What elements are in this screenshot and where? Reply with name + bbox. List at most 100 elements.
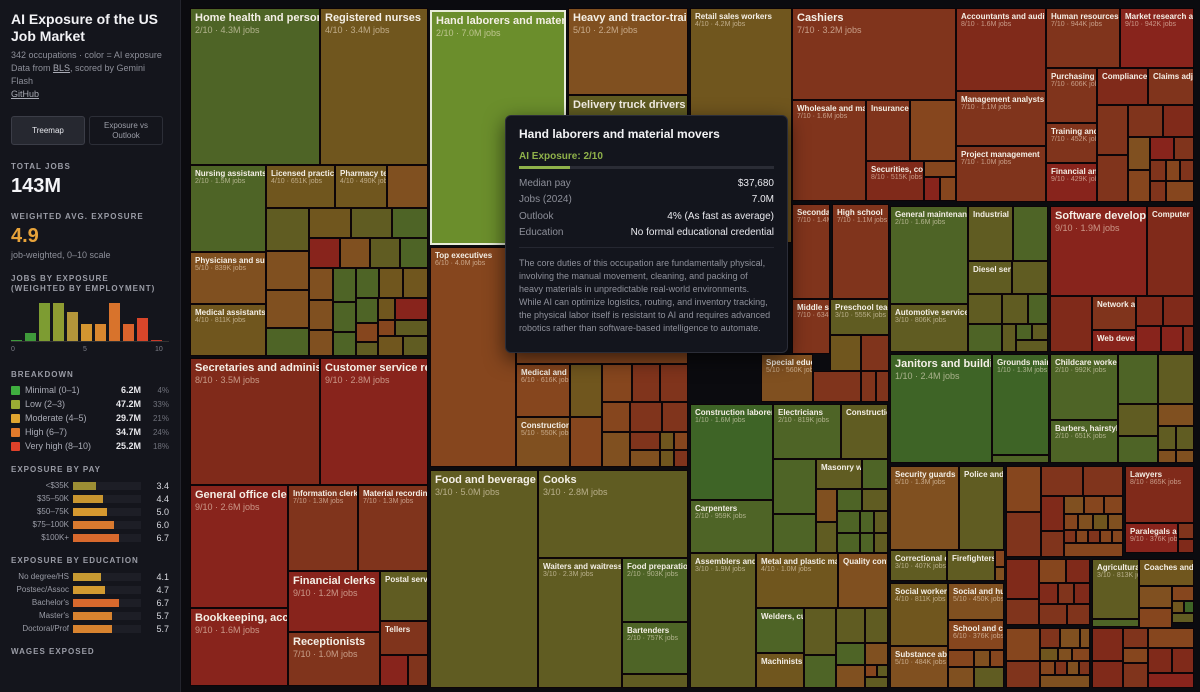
tile-medical-and-health-services-managers[interactable]: Medical and health services managers6/10… (516, 364, 570, 417)
tile[interactable] (660, 432, 674, 450)
tile[interactable] (660, 450, 674, 467)
tile[interactable] (1039, 559, 1066, 583)
tile-registered-nurses[interactable]: Registered nurses 4/10 · 3.4M jobs (320, 8, 428, 165)
tile[interactable] (924, 177, 940, 201)
tile[interactable] (1079, 661, 1090, 675)
tile[interactable] (861, 371, 876, 402)
tile[interactable] (570, 417, 602, 467)
tile-physicians-and-surgeons[interactable]: Physicians and surgeons5/10 · 839K jobs (190, 252, 266, 304)
tile-firefighters[interactable]: Firefighters (947, 550, 995, 581)
tile[interactable] (266, 328, 309, 356)
tile[interactable] (1150, 181, 1166, 202)
tile-cashiers[interactable]: Cashiers 7/10 · 3.2M jobs (792, 8, 956, 100)
tile[interactable] (968, 294, 1002, 324)
tile-claims-adjusters[interactable]: Claims adjusters (1148, 68, 1194, 105)
tile-project-management[interactable]: Project management 7/10 · 1.0M jobs (956, 146, 1046, 202)
tile[interactable] (622, 674, 688, 688)
tile[interactable] (1058, 583, 1074, 604)
tile[interactable] (1064, 514, 1078, 530)
tile[interactable] (1100, 530, 1112, 543)
tile[interactable] (1123, 663, 1148, 688)
tile[interactable] (1083, 466, 1123, 496)
tile[interactable] (1148, 673, 1194, 688)
tile[interactable] (1028, 294, 1048, 324)
tile[interactable] (1150, 160, 1166, 181)
tile-masonry-workers[interactable]: Masonry workers (816, 459, 862, 489)
tile[interactable] (356, 268, 379, 298)
tile[interactable] (804, 655, 836, 688)
tile[interactable] (1016, 324, 1032, 340)
tile-food-preparation[interactable]: Food preparation 2/10 · 903K jobs (622, 558, 688, 622)
tile[interactable] (1013, 206, 1048, 261)
tile[interactable] (662, 402, 688, 432)
tile[interactable] (1040, 661, 1055, 675)
tile[interactable] (1184, 601, 1194, 613)
tile-management-analysts[interactable]: Management analysts 7/10 · 1.1M jobs (956, 91, 1046, 146)
bls-link[interactable]: BLS (53, 63, 71, 73)
tile[interactable] (1039, 583, 1058, 604)
tile-quality-control[interactable]: Quality control (838, 553, 888, 608)
tile[interactable] (1040, 675, 1090, 688)
tile[interactable] (1006, 628, 1040, 661)
tile[interactable] (1097, 105, 1128, 155)
tile[interactable] (1074, 583, 1090, 604)
tile[interactable] (992, 455, 1049, 463)
tile-janitors-and-building-cleaners[interactable]: Janitors and building cleaners1/10 · 2.4… (890, 354, 992, 463)
tile-substance-abuse-counselors[interactable]: Substance abuse counselors5/10 · 484K jo… (890, 646, 948, 688)
tile[interactable] (1006, 599, 1039, 625)
tile[interactable] (1172, 586, 1194, 601)
tile-construction-equipment[interactable]: Construction equipment (841, 404, 888, 459)
tile-construction-laborers[interactable]: Construction laborers 1/10 · 1.6M jobs (690, 404, 773, 500)
tile[interactable] (340, 238, 370, 268)
tile-customer-service-representatives[interactable]: Customer service representatives9/10 · 2… (320, 358, 428, 485)
tile[interactable] (865, 677, 888, 688)
tile[interactable] (1064, 530, 1076, 543)
tile[interactable] (1064, 496, 1084, 514)
tile-grounds-maintenance[interactable]: Grounds maintenance1/10 · 1.3M jobs (992, 354, 1049, 455)
tile[interactable] (1067, 604, 1090, 625)
tile-industrial[interactable]: Industrial (968, 206, 1013, 261)
tile[interactable] (816, 489, 837, 522)
tile-network-administrators[interactable]: Network administrators (1092, 296, 1136, 330)
tile[interactable] (333, 332, 356, 356)
tile[interactable] (1006, 512, 1041, 557)
tile[interactable] (1166, 181, 1194, 202)
tile[interactable] (403, 336, 428, 356)
tile[interactable] (1050, 296, 1092, 352)
tile[interactable] (974, 667, 1004, 688)
tile-bartenders[interactable]: Bartenders 2/10 · 757K jobs (622, 622, 688, 674)
tile[interactable] (1128, 105, 1163, 137)
tile[interactable] (1166, 160, 1180, 181)
tile[interactable] (379, 268, 403, 298)
tile[interactable] (1148, 648, 1172, 673)
tile[interactable] (860, 533, 874, 553)
treemap-button[interactable]: Treemap (11, 116, 85, 145)
exposure-vs-outlook-button[interactable]: Exposure vs Outlook (89, 116, 163, 145)
tile[interactable] (1148, 628, 1194, 648)
tile[interactable] (948, 650, 974, 667)
tile[interactable] (940, 177, 956, 201)
tile[interactable] (876, 371, 889, 402)
tile-training-and-development[interactable]: Training and development7/10 · 452K jobs (1046, 123, 1097, 163)
tile[interactable] (1172, 613, 1194, 623)
tile-human-resources[interactable]: Human resources 7/10 · 944K jobs (1046, 8, 1120, 68)
tile-insurance[interactable]: Insurance (866, 100, 910, 161)
tile[interactable] (1039, 604, 1067, 625)
tile[interactable] (266, 290, 309, 328)
tile-purchasing[interactable]: Purchasing 7/10 · 606K jobs (1046, 68, 1097, 123)
tile[interactable] (874, 511, 888, 533)
tile[interactable] (836, 643, 865, 665)
tile-medical-assistants[interactable]: Medical assistants 4/10 · 811K jobs (190, 304, 266, 356)
tile[interactable] (570, 364, 602, 417)
tile[interactable] (387, 165, 428, 208)
tile-financial-analysts[interactable]: Financial analysts9/10 · 429K jobs (1046, 163, 1097, 202)
tile[interactable] (380, 655, 408, 686)
tile[interactable] (837, 511, 860, 533)
tile-general-maintenance[interactable]: General maintenance 2/10 · 1.6M jobs (890, 206, 968, 304)
tile[interactable] (995, 567, 1005, 581)
tile[interactable] (378, 320, 395, 336)
tile[interactable] (1092, 661, 1123, 688)
tile[interactable] (1093, 514, 1108, 530)
